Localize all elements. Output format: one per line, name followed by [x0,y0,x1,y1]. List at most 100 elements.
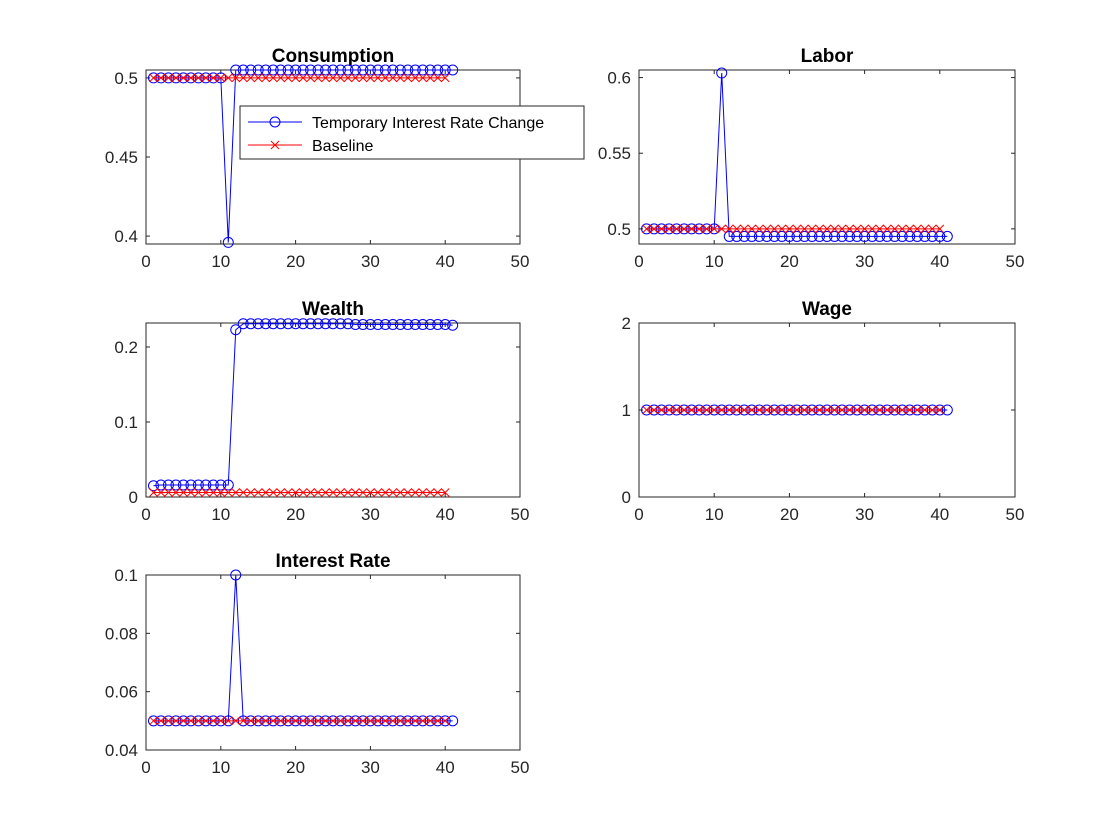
wealth-baseline-point [223,488,233,497]
wealth-baseline-point [298,488,308,497]
interest-rate-baseline-point [351,716,360,726]
interest-rate-baseline-point [186,716,196,726]
labor-baseline-point [770,224,779,234]
labor-temporary-point [941,230,953,242]
wealth-baseline-point [208,488,218,497]
consumption-temporary-point [432,64,444,76]
consumption-temporary-point [424,64,436,76]
wealth-temporary-point [394,319,406,330]
wage-baseline-point [747,405,757,415]
interest-rate-baseline-point [433,716,443,726]
interest-rate-baseline-point [156,716,166,726]
labor-baseline-point [732,224,742,234]
labor-temporary-point [866,230,878,242]
wage-baseline-point [739,405,749,415]
interest-rate-temporary-point [447,715,459,727]
wage-baseline-point [890,405,900,415]
labor-baseline-point [717,224,727,234]
legend-label: Temporary Interest Rate Change [312,115,544,132]
consumption-xtick-label: 50 [511,252,530,271]
consumption-baseline-point [336,73,345,83]
wealth-baseline-point [358,488,368,497]
labor-baseline-point [912,224,922,234]
wealth-temporary-point [439,319,451,330]
consumption-ytick-label: 0.5 [114,69,138,88]
wealth-baseline-point [381,488,390,497]
labor-temporary-point [791,230,803,242]
interest-rate-baseline-point [418,716,428,726]
wealth-temporary-point [147,480,159,492]
wealth-baseline-point [156,488,166,497]
labor-temporary-point [836,230,848,242]
interest-rate-baseline-point [223,716,233,726]
wealth-temporary-point [432,319,444,330]
labor-temporary-point [829,230,841,242]
labor-temporary-point [761,230,773,242]
wealth-temporary-point [409,319,421,330]
wage-baseline-point [852,405,862,415]
wealth-temporary-point [312,318,324,330]
consumption-temporary-point [305,64,317,76]
wage-baseline-point [845,405,854,415]
wealth-temporary-point [297,318,309,330]
labor-temporary-point [851,230,863,242]
wealth-temporary-point [275,318,287,330]
labor-baseline-point [792,224,802,234]
wage-baseline-point [702,405,712,415]
consumption-temporary-point [245,64,257,76]
consumption-baseline-point [283,73,293,83]
wage-baseline-point [867,405,877,415]
consumption-baseline-point [216,73,226,83]
wealth-baseline-point [246,488,256,497]
legend-x-marker [270,140,280,150]
consumption-temporary-point [387,64,399,76]
interest-rate-baseline-point [403,716,413,726]
labor-temporary-point [859,230,871,242]
wage-baseline-point [882,405,892,415]
consumption-baseline-point [313,73,323,83]
labor-xtick-label: 20 [780,252,799,271]
consumption-temporary-point [439,64,451,76]
wage-baseline-point [732,405,742,415]
wage-baseline-point [762,405,772,415]
wealth-baseline-point [164,488,173,497]
interest-rate-baseline-point [366,716,375,726]
wealth-temporary-point [222,479,234,491]
interest-rate-baseline-point [298,716,308,726]
labor-ytick-label: 0.6 [607,69,631,88]
labor-temporary-point [806,230,818,242]
interest-rate-xtick-label: 20 [286,758,305,777]
wealth-baseline-point [336,488,345,497]
wealth-temporary-point [372,319,384,330]
labor-baseline-point [642,224,651,234]
wealth-temporary-point [230,324,242,336]
wealth-temporary-point [215,479,227,491]
consumption-baseline-point [388,73,398,83]
consumption-title: Consumption [272,46,394,67]
wealth-baseline-point [171,488,181,497]
wealth-temporary-point [177,479,189,491]
wealth-title: Wealth [302,299,364,320]
wealth-baseline-point [291,488,300,497]
wealth-baseline-point [388,488,398,497]
wage-ytick-label: 0 [622,488,631,507]
wealth-xtick-label: 0 [141,505,150,524]
consumption-baseline-point [223,73,233,83]
labor-ytick-label: 0.55 [598,144,631,163]
wealth-temporary-point [260,318,272,330]
wealth-temporary-point [357,319,369,330]
wage-baseline-point [837,405,847,415]
labor-baseline-point [747,224,757,234]
consumption-ytick-label: 0.4 [114,227,138,246]
labor-temporary-point [716,67,728,79]
labor-baseline-point [649,224,659,234]
labor-temporary-point [723,230,735,242]
wage-xtick-label: 20 [780,505,799,524]
wealth-temporary-point [320,318,332,330]
interest-rate-baseline-point [306,716,315,726]
interest-rate-baseline-point [194,716,203,726]
consumption-temporary-point [357,64,369,76]
wage-xtick-label: 50 [1006,505,1025,524]
legend-circle-marker [269,116,281,128]
consumption-temporary-point [222,236,234,248]
